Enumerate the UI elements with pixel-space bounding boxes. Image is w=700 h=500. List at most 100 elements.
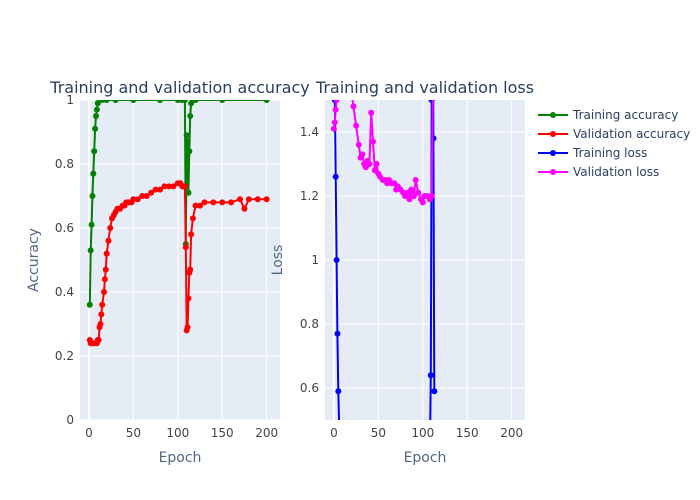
data-point-validation-accuracy: [152, 186, 159, 193]
data-point-validation-accuracy: [245, 196, 252, 203]
title-accuracy: Training and validation accuracy: [49, 78, 309, 97]
y-tick-label: 1.4: [300, 125, 319, 139]
data-point-validation-loss: [428, 193, 435, 199]
data-point-validation-loss: [406, 196, 413, 203]
data-point-validation-loss: [331, 119, 338, 126]
data-point-validation-accuracy: [219, 199, 226, 206]
data-point-validation-accuracy: [161, 183, 168, 190]
data-point-training-accuracy: [86, 301, 93, 308]
x-tick-label: 200: [500, 426, 523, 440]
legend-item-training-accuracy[interactable]: Training accuracy: [538, 108, 678, 122]
data-point-validation-accuracy: [181, 183, 188, 190]
series-validation-accuracy: [86, 180, 270, 347]
data-point-training-accuracy: [90, 170, 97, 177]
y-tick-label: 0.6: [55, 221, 74, 235]
data-point-validation-accuracy: [148, 189, 155, 196]
data-point-training-accuracy: [88, 221, 95, 228]
data-point-validation-accuracy: [99, 301, 106, 308]
legend-item-validation-accuracy[interactable]: Validation accuracy: [538, 127, 690, 141]
data-point-training-accuracy: [93, 113, 99, 119]
data-point-training-accuracy: [192, 100, 199, 103]
data-point-training-accuracy: [87, 247, 94, 254]
data-point-validation-loss: [366, 161, 373, 167]
data-point-training-accuracy: [174, 100, 181, 103]
y-tick-label: 1: [311, 253, 319, 267]
xlabel-accuracy: Epoch: [159, 450, 202, 466]
data-point-validation-accuracy: [165, 183, 172, 190]
x-tick-label: 0: [85, 426, 93, 440]
legend-label-validation-accuracy: Validation accuracy: [573, 127, 690, 141]
data-point-training-accuracy: [181, 100, 188, 103]
y-tick-label: 0.8: [55, 157, 74, 171]
data-point-validation-loss: [336, 33, 342, 39]
x-tick-label: 0: [330, 426, 338, 440]
legend-label-training-accuracy: Training accuracy: [572, 108, 678, 122]
series-validation-loss: [330, 33, 435, 206]
data-point-validation-accuracy: [187, 266, 194, 273]
data-point-validation-loss: [355, 141, 362, 148]
data-point-training-accuracy: [89, 193, 96, 199]
legend-marker-validation-accuracy: [550, 131, 556, 137]
legend-label-training-loss: Training loss: [572, 146, 647, 160]
data-point-training-accuracy: [91, 148, 98, 155]
data-point-validation-accuracy: [105, 237, 112, 244]
data-point-validation-accuracy: [170, 183, 177, 190]
data-point-validation-accuracy: [139, 193, 146, 199]
data-point-validation-accuracy: [237, 196, 243, 203]
x-tick-label: 200: [255, 426, 278, 440]
x-tick-label: 100: [166, 426, 189, 440]
data-point-training-accuracy: [92, 125, 99, 132]
data-point-validation-loss: [350, 103, 357, 110]
data-point-training-accuracy: [187, 113, 194, 119]
data-point-validation-loss: [333, 100, 340, 103]
data-point-validation-accuracy: [101, 276, 108, 283]
data-point-validation-accuracy: [228, 199, 235, 206]
data-point-validation-accuracy: [134, 196, 141, 203]
data-point-validation-accuracy: [97, 321, 104, 327]
data-point-validation-loss: [415, 189, 422, 196]
data-point-training-accuracy: [186, 148, 193, 155]
y-tick-label: 1.2: [300, 189, 319, 203]
data-point-training-loss: [431, 388, 438, 395]
legend-item-training-loss[interactable]: Training loss: [538, 146, 647, 160]
data-point-training-loss: [334, 330, 341, 337]
data-point-validation-loss: [335, 59, 341, 65]
y-tick-label: 0.8: [300, 317, 319, 331]
data-point-validation-accuracy: [192, 202, 199, 209]
legend: Training accuracy Validation accuracy Tr…: [538, 108, 690, 179]
series-training-accuracy: [86, 100, 270, 308]
x-tick-label: 150: [211, 426, 234, 440]
data-point-training-loss: [333, 257, 340, 263]
x-tick-label: 50: [126, 426, 141, 440]
data-point-training-accuracy: [157, 100, 163, 103]
data-point-validation-accuracy: [241, 205, 248, 212]
data-point-validation-loss: [373, 161, 380, 167]
data-point-training-accuracy: [263, 100, 270, 103]
data-point-training-accuracy: [93, 106, 100, 113]
data-point-validation-accuracy: [102, 266, 109, 273]
data-point-validation-accuracy: [143, 193, 150, 199]
data-point-training-loss: [428, 100, 435, 103]
y-tick-label: 1: [66, 93, 74, 107]
data-point-validation-accuracy: [182, 244, 189, 251]
data-point-validation-accuracy: [210, 199, 217, 206]
y-tick-label: 0: [66, 413, 74, 427]
x-tick-label: 150: [456, 426, 479, 440]
data-point-validation-accuracy: [95, 337, 102, 343]
ticks-loss: 0 50 100 150 200 0.6 0.8 1 1.2 1.4: [300, 125, 523, 440]
data-point-validation-loss: [332, 106, 339, 113]
data-point-training-accuracy: [219, 100, 226, 103]
data-point-training-accuracy: [112, 100, 119, 103]
data-point-validation-accuracy: [103, 250, 110, 257]
xlabel-loss: Epoch: [404, 450, 447, 466]
data-point-validation-accuracy: [263, 196, 270, 203]
legend-item-validation-loss[interactable]: Validation loss: [538, 165, 659, 179]
data-point-validation-loss: [370, 138, 376, 145]
x-tick-label: 100: [411, 426, 434, 440]
series-accuracy: [86, 100, 270, 347]
data-point-training-accuracy: [103, 100, 110, 103]
data-point-validation-accuracy: [254, 196, 261, 203]
data-point-training-loss: [335, 388, 342, 395]
data-point-validation-loss: [408, 186, 415, 193]
